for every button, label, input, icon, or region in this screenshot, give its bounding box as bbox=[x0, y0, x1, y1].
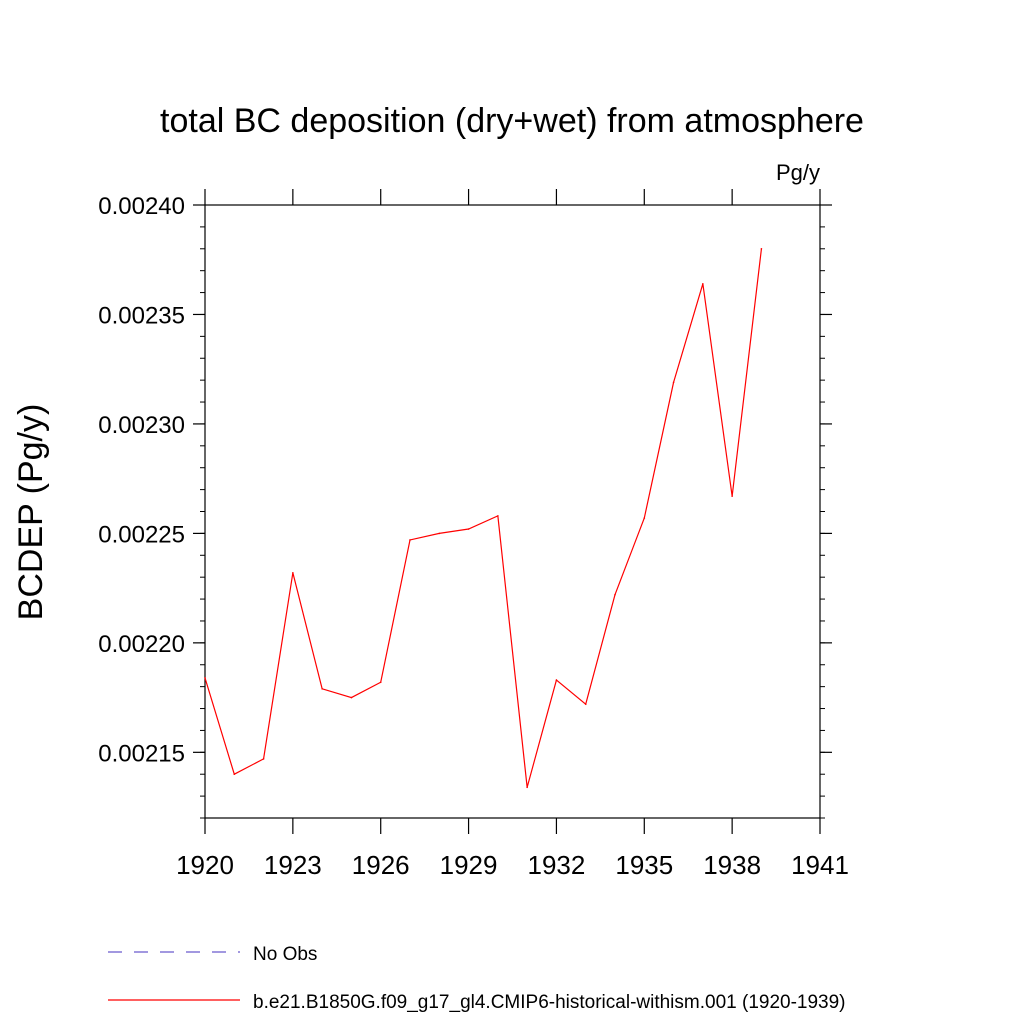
data-point bbox=[321, 688, 323, 690]
y-axis-label: BCDEP (Pg/y) bbox=[12, 404, 50, 621]
legend: No Obs b.e21.B1850G.f09_g17_gl4.CMIP6-hi… bbox=[108, 944, 846, 1013]
data-point bbox=[584, 703, 587, 705]
x-tick-label: 1941 bbox=[791, 850, 849, 880]
units-label: Pg/y bbox=[776, 160, 820, 185]
data-point bbox=[614, 593, 616, 596]
x-tick-label: 1926 bbox=[352, 850, 410, 880]
y-tick-label: 0.00215 bbox=[98, 740, 185, 767]
data-point bbox=[555, 679, 558, 681]
data-point bbox=[233, 773, 236, 776]
y-tick-label: 0.00235 bbox=[98, 302, 185, 329]
data-point bbox=[292, 572, 294, 574]
x-tick-label: 1923 bbox=[264, 850, 322, 880]
data-point bbox=[497, 515, 499, 517]
x-tick-label: 1935 bbox=[615, 850, 673, 880]
series-line bbox=[204, 248, 763, 788]
chart-title: total BC deposition (dry+wet) from atmos… bbox=[160, 102, 864, 140]
y-tick-label: 0.00220 bbox=[98, 631, 185, 658]
data-point bbox=[643, 517, 646, 519]
series-layer bbox=[204, 247, 763, 789]
y-tick-label: 0.00230 bbox=[98, 412, 185, 439]
data-point bbox=[467, 528, 470, 530]
y-axis-ticks: 0.00215 0.00220 0.00225 0.00230 0.00235 0.002… bbox=[98, 193, 832, 767]
data-point bbox=[526, 786, 528, 789]
x-axis-ticks: 1920 1923 1926 1929 1932 1935 1938 1941 bbox=[176, 189, 849, 880]
x-tick-label: 1938 bbox=[703, 850, 761, 880]
plot-frame bbox=[204, 204, 821, 819]
data-point bbox=[731, 495, 733, 497]
y-minor-ticks bbox=[200, 204, 825, 819]
x-tick-label: 1920 bbox=[176, 850, 234, 880]
data-point bbox=[379, 681, 382, 684]
legend-label-historical-run: b.e21.B1850G.f09_g17_gl4.CMIP6-historica… bbox=[253, 992, 846, 1013]
data-point bbox=[262, 758, 265, 760]
y-tick-label: 0.00240 bbox=[98, 193, 185, 220]
data-point bbox=[350, 696, 353, 699]
data-point bbox=[702, 283, 704, 285]
data-point bbox=[409, 539, 411, 541]
y-tick-label: 0.00225 bbox=[98, 521, 185, 548]
x-tick-label: 1929 bbox=[440, 850, 498, 880]
data-point bbox=[438, 532, 441, 535]
data-point bbox=[204, 677, 206, 679]
data-point bbox=[672, 381, 675, 384]
legend-label-no-obs: No Obs bbox=[253, 944, 317, 965]
x-tick-label: 1932 bbox=[528, 850, 586, 880]
data-point bbox=[760, 247, 763, 250]
